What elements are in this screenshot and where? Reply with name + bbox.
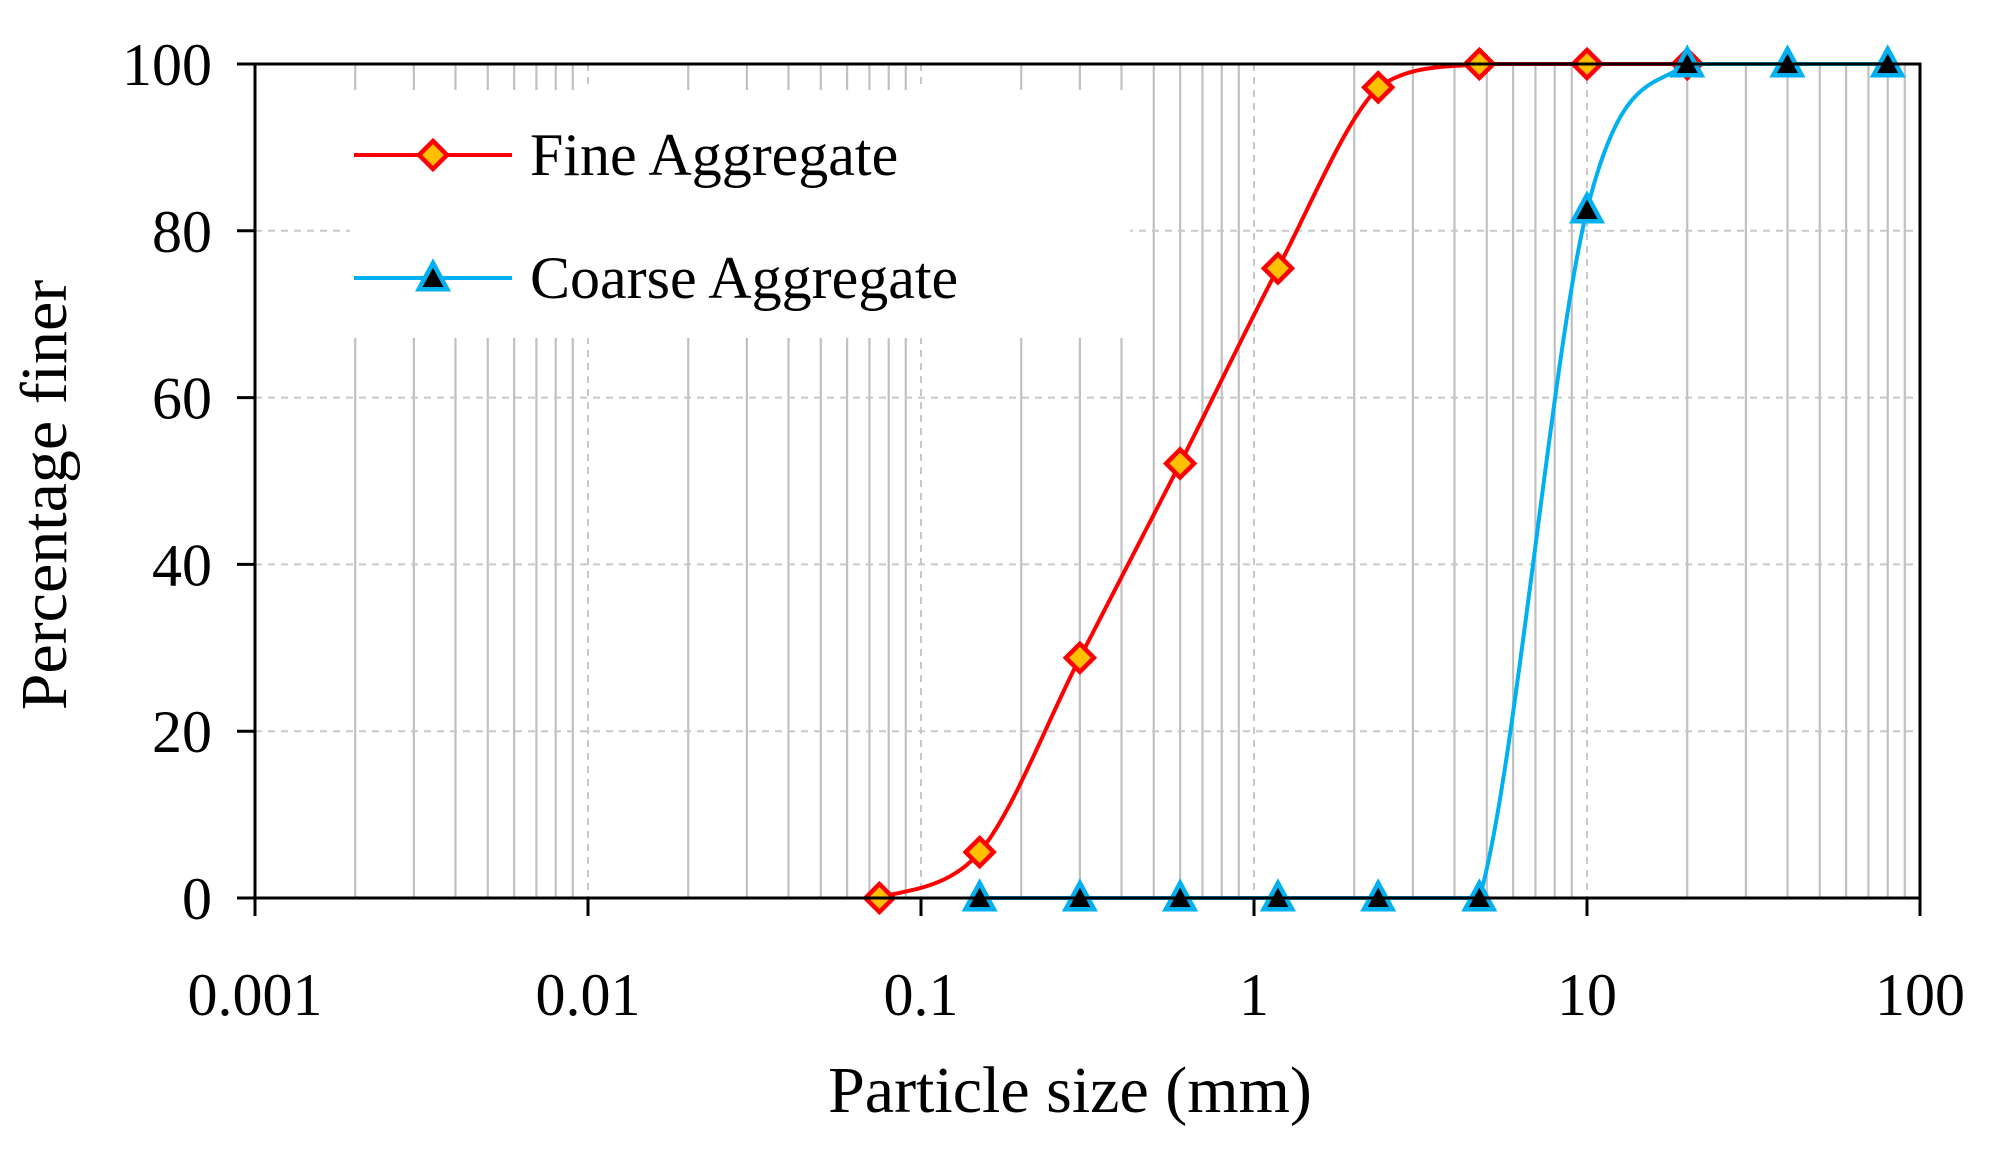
axes: 0.001 0.01 0.1 1 10 100 0 20 40 60 80 100 (122, 32, 1965, 1028)
y-tick-label: 80 (152, 199, 212, 265)
y-tick-label: 40 (152, 532, 212, 598)
y-axis-title: Percentage finer (8, 280, 81, 711)
data-point (1769, 44, 1806, 78)
legend-entry-1: Coarse Aggregate (354, 245, 958, 311)
x-tick-label: 0.001 (188, 962, 323, 1028)
data-point (1461, 878, 1498, 912)
data-point (1162, 446, 1198, 481)
data-point (1869, 44, 1906, 78)
data-point (1568, 190, 1606, 224)
x-tick-label: 1 (1239, 962, 1269, 1028)
x-tick-label: 0.01 (536, 962, 641, 1028)
y-tick-label: 100 (122, 32, 212, 98)
x-tick-label: 0.1 (884, 962, 959, 1028)
data-point (1062, 640, 1098, 675)
legend-label: Fine Aggregate (530, 122, 898, 188)
legend-background (350, 90, 1130, 338)
data-point (1360, 70, 1396, 105)
y-tick-label: 20 (152, 699, 212, 765)
legend-marker (414, 258, 452, 292)
legend-label: Coarse Aggregate (530, 245, 958, 311)
data-point (1061, 878, 1098, 912)
legend-entry-0: Fine Aggregate (354, 122, 898, 188)
x-axis-title: Particle size (mm) (828, 1054, 1312, 1127)
x-tick-label: 10 (1557, 962, 1617, 1028)
plot-frame (253, 62, 1922, 900)
data-point (961, 878, 998, 912)
data-point (1669, 44, 1706, 78)
data-point (1260, 251, 1296, 286)
data-point (1259, 878, 1296, 912)
y-tick-label: 0 (182, 866, 212, 932)
y-tick-label: 60 (152, 366, 212, 432)
data-point (1162, 878, 1199, 912)
legend-marker (415, 137, 451, 173)
data-point (1360, 878, 1397, 912)
data-point (962, 834, 997, 870)
legend: Fine Aggregate Coarse Aggregate (354, 122, 958, 311)
x-tick-label: 100 (1875, 962, 1965, 1028)
